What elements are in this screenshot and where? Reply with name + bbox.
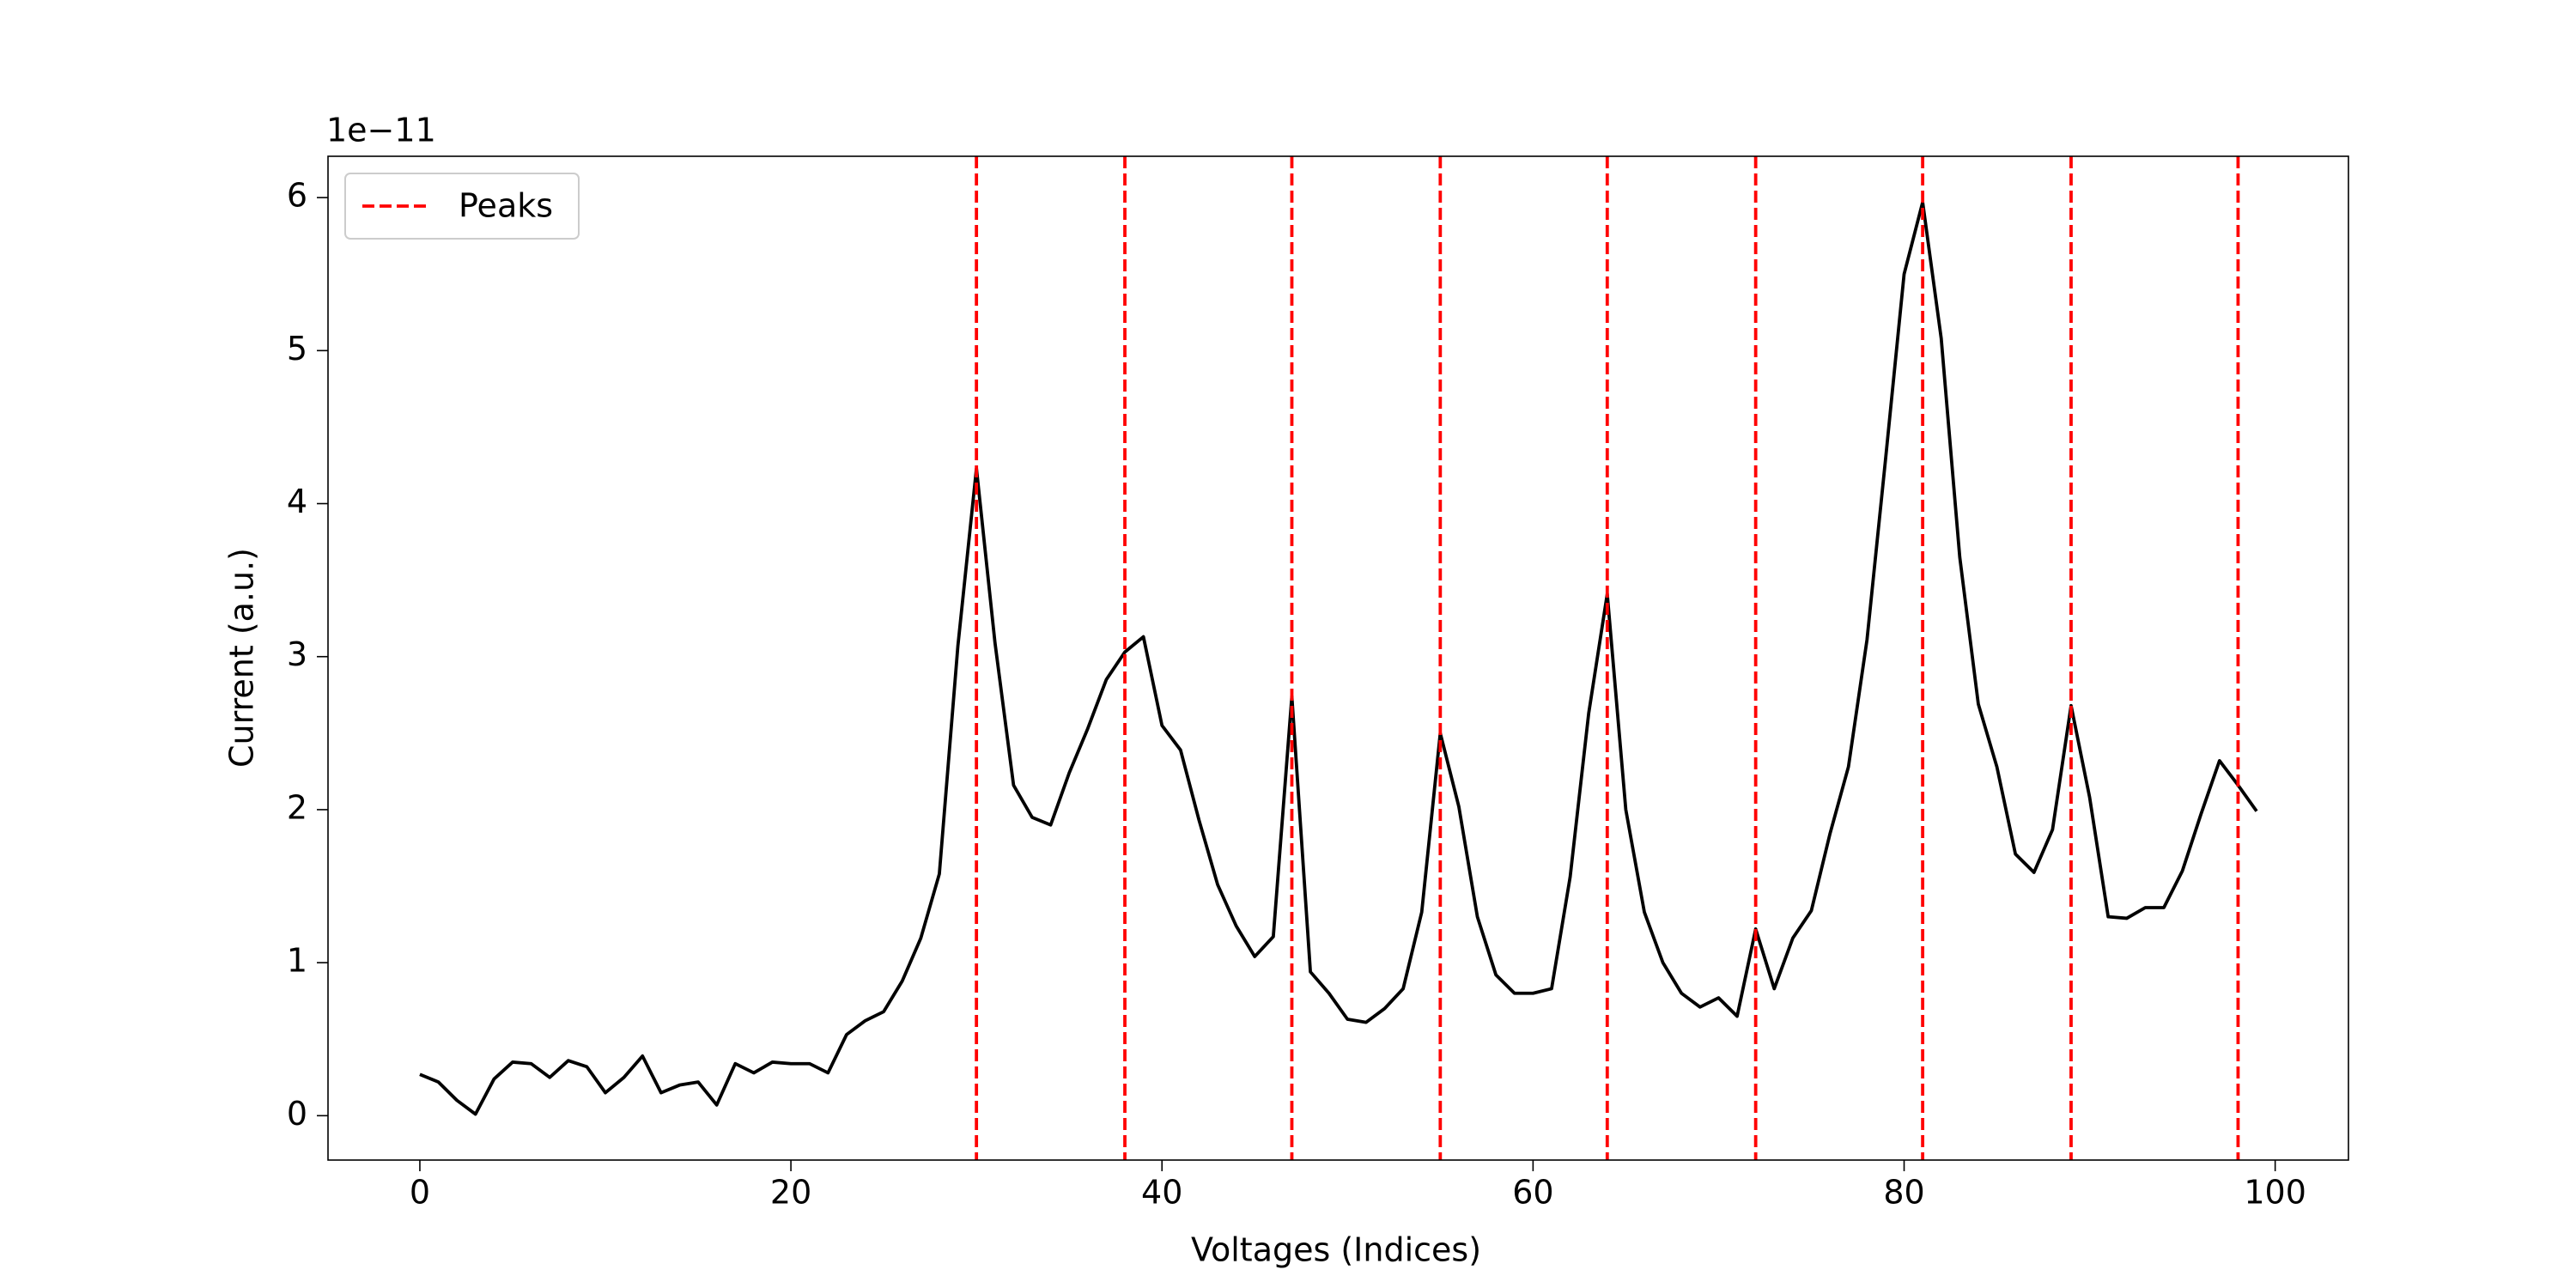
- y-tick-label: 4: [287, 483, 307, 520]
- legend-box: [344, 173, 580, 240]
- x-axis-label: Voltages (Indices): [1191, 1231, 1481, 1269]
- x-tick-label: 0: [410, 1174, 430, 1212]
- y-axis-label: Current (a.u.): [223, 548, 261, 768]
- x-tick-label: 80: [1883, 1174, 1924, 1212]
- data-line: [419, 200, 2258, 1116]
- y-tick-label: 3: [287, 635, 307, 673]
- x-tick-label: 60: [1512, 1174, 1553, 1212]
- plot-frame: [327, 155, 2349, 1161]
- y-offset-text: 1e−11: [326, 112, 436, 149]
- x-tick-label: 40: [1141, 1174, 1182, 1212]
- y-tick-label: 1: [287, 942, 307, 980]
- x-tick-label: 20: [770, 1174, 811, 1212]
- y-tick-label: 5: [287, 330, 307, 368]
- y-tick-label: 2: [287, 788, 307, 826]
- y-tick-label: 6: [287, 177, 307, 215]
- y-tick-label: 0: [287, 1095, 307, 1133]
- x-tick-label: 100: [2244, 1174, 2306, 1212]
- legend-label: Peaks: [459, 187, 553, 225]
